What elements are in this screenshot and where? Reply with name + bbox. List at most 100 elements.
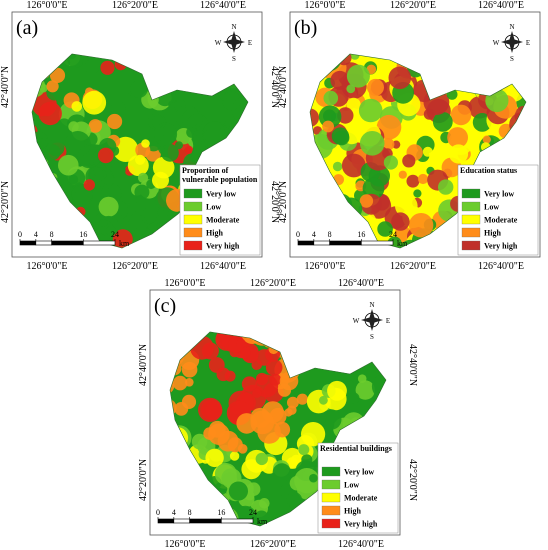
zone-patch	[92, 219, 114, 241]
region	[170, 332, 386, 526]
zone-patch	[250, 410, 275, 435]
scale-label: 4	[34, 230, 38, 239]
zone-patch	[198, 397, 223, 422]
zone-patch	[323, 420, 335, 431]
scale-unit: km	[257, 517, 268, 526]
compass-w: W	[493, 39, 500, 47]
zone-patch	[168, 100, 178, 110]
zone-patch	[252, 388, 262, 398]
zone-patch	[382, 138, 395, 151]
panel-label: (c)	[154, 295, 176, 317]
zone-patch	[341, 153, 366, 178]
scale-label: 16	[357, 230, 365, 239]
latitude-label: 42°20'0"N	[138, 459, 149, 501]
longitude-label: 126°20'0"E	[112, 0, 158, 11]
longitude-label: 126°0'0"E	[305, 0, 346, 11]
zone-patch	[228, 481, 248, 501]
zone-patch	[135, 154, 146, 165]
legend-swatch	[183, 214, 203, 225]
scale-segment	[19, 240, 37, 246]
latitude-label: 42°40'0"N	[278, 66, 289, 108]
zone-patch	[205, 448, 224, 468]
zone-patch	[346, 84, 356, 94]
zone-patch	[408, 213, 434, 238]
legend-label: Moderate	[484, 216, 518, 225]
region-outline	[31, 53, 249, 249]
legend-swatch	[321, 479, 341, 490]
scale-label: 0	[156, 508, 160, 517]
zone-patch	[417, 173, 429, 185]
zone-patch	[377, 221, 393, 237]
latitude-label: 42°20'0"N	[278, 181, 289, 223]
zone-patch	[49, 67, 66, 83]
zone-patch	[406, 174, 420, 188]
zone-patch	[107, 113, 123, 130]
zone-patch	[82, 90, 107, 115]
legend-label: Very low	[206, 190, 236, 199]
legend-swatch	[183, 188, 203, 199]
zone-patch	[208, 423, 230, 445]
compass-e: E	[526, 39, 530, 47]
zone-patch	[191, 433, 208, 450]
legend-title: Residential buildings	[320, 444, 392, 453]
legend-swatch	[461, 240, 481, 251]
longitude-label: 126°40'0"E	[338, 539, 384, 550]
scale-segment	[361, 240, 394, 246]
zone-patch	[359, 194, 374, 208]
legend-swatch	[461, 214, 481, 225]
zone-patch	[100, 60, 115, 75]
zone-patch	[64, 131, 91, 157]
legend-label: High	[344, 507, 361, 516]
legend-label: Very low	[484, 190, 514, 199]
zone-patch	[241, 376, 257, 392]
scale-label: 4	[312, 230, 316, 239]
zone-patch	[110, 162, 126, 179]
zone-patch	[357, 374, 367, 383]
zone-patch	[301, 422, 326, 447]
legend-label: Low	[484, 203, 499, 212]
zone-patch	[358, 98, 383, 123]
zone-patch	[322, 120, 334, 133]
legend-label: Very high	[344, 520, 378, 529]
zone-patch	[222, 91, 241, 111]
map-panel: 126°0'0"E 126°0'0"E 126°20'0"E 126°20'0"E 12…	[0, 0, 280, 272]
longitude-label: 126°20'0"E	[112, 261, 158, 272]
longitude-label: 126°40'0"E	[200, 261, 246, 272]
zone-patch	[348, 392, 360, 404]
zone-patch	[141, 139, 150, 148]
legend-swatch	[183, 201, 203, 212]
compass-s: S	[232, 55, 236, 63]
longitude-label: 126°20'0"E	[250, 278, 296, 289]
zone-patch	[432, 111, 453, 132]
longitude-label: 126°0'0"E	[27, 261, 68, 272]
zone-patch	[269, 373, 282, 386]
longitude-label: 126°0'0"E	[165, 539, 206, 550]
zone-patch	[332, 161, 343, 172]
scale-label: 16	[217, 508, 225, 517]
zone-patch	[438, 179, 454, 195]
zone-patch	[57, 118, 72, 133]
longitude-label: 126°20'0"E	[250, 539, 296, 550]
scale-segment	[173, 518, 190, 524]
longitude-label: 126°40'0"E	[338, 278, 384, 289]
zone-patch	[68, 174, 79, 185]
zone-patch	[265, 359, 283, 376]
zone-patch	[359, 131, 385, 156]
zone-patch	[355, 380, 375, 400]
zone-patch	[327, 380, 347, 401]
compass-s: S	[370, 333, 374, 341]
zone-patch	[255, 452, 268, 466]
zone-patch	[44, 144, 61, 161]
zone-patch	[330, 70, 350, 90]
scale-label: 8	[188, 508, 192, 517]
scale-label: 8	[50, 230, 54, 239]
zone-patch	[216, 367, 231, 382]
scale-segment	[313, 240, 330, 246]
legend-title-box: Education status	[460, 166, 517, 175]
map-panel: 126°0'0"E 126°0'0"E 126°20'0"E 126°20'0"E 12…	[278, 0, 548, 272]
zone-patch	[286, 492, 303, 508]
zone-patch	[185, 145, 194, 154]
scale-label: 8	[328, 230, 332, 239]
scale-segment	[83, 240, 116, 246]
